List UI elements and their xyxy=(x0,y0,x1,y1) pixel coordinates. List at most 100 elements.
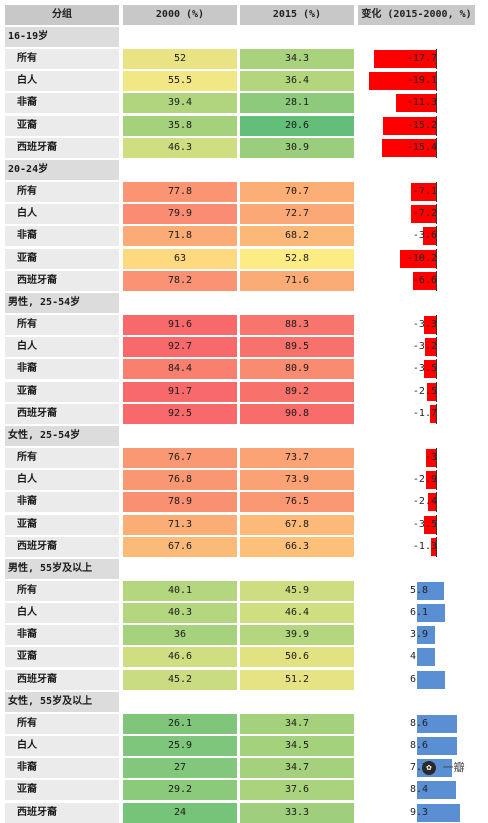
group-row: 16-19岁 xyxy=(5,27,475,47)
value-2015: 51.2 xyxy=(240,669,354,690)
change-value: 8.6 xyxy=(410,740,429,752)
zero-axis xyxy=(436,49,437,70)
zero-axis xyxy=(436,93,437,114)
value-2000: 26.1 xyxy=(123,713,237,734)
zero-axis xyxy=(436,71,437,92)
change-cell: -2.4 xyxy=(358,492,475,513)
header-change: 变化 (2015-2000, %) xyxy=(358,5,475,25)
row-label: 西班牙裔 xyxy=(5,669,119,690)
table-row: 亚裔 46.6 50.6 4 xyxy=(5,647,475,668)
value-2015: 71.6 xyxy=(240,270,354,291)
change-bar xyxy=(369,72,436,91)
group-row: 女性, 55岁及以上 xyxy=(5,691,475,712)
table-row: 亚裔 35.8 20.6 -15.2 xyxy=(5,115,475,136)
row-label: 所有 xyxy=(5,713,119,734)
value-2015: 37.6 xyxy=(240,780,354,801)
value-2000: 52 xyxy=(123,49,237,70)
zero-axis xyxy=(436,514,437,535)
table-row: 西班牙裔 92.5 90.8 -1.7 xyxy=(5,403,475,424)
value-2015: 73.7 xyxy=(240,448,354,469)
change-cell: -19.1 xyxy=(358,71,475,92)
row-label: 白人 xyxy=(5,337,119,358)
row-label: 非裔 xyxy=(5,359,119,380)
value-2015: 39.9 xyxy=(240,625,354,646)
value-2000: 29.2 xyxy=(123,780,237,801)
row-label: 所有 xyxy=(5,581,119,601)
table-row: 西班牙裔 67.6 66.3 -1.3 xyxy=(5,536,475,557)
zero-axis xyxy=(436,381,437,402)
change-bar xyxy=(417,648,436,667)
value-2000: 71.3 xyxy=(123,514,237,535)
change-cell: -3.2 xyxy=(358,337,475,358)
value-2000: 92.5 xyxy=(123,403,237,424)
change-value: 8.4 xyxy=(410,784,429,796)
change-cell: -17.7 xyxy=(358,49,475,70)
row-label: 非裔 xyxy=(5,93,119,114)
change-bar xyxy=(382,138,436,157)
table-row: 亚裔 91.7 89.2 -2.5 xyxy=(5,381,475,402)
group-label: 16-19岁 xyxy=(5,27,119,47)
value-2000: 45.2 xyxy=(123,669,237,690)
value-2015: 70.7 xyxy=(240,182,354,203)
zero-axis xyxy=(436,359,437,380)
group-label: 女性, 55岁及以上 xyxy=(5,691,119,712)
row-label: 西班牙裔 xyxy=(5,403,119,424)
zero-axis xyxy=(436,470,437,491)
value-2000: 79.9 xyxy=(123,204,237,225)
table-row: 西班牙裔 45.2 51.2 6 xyxy=(5,669,475,690)
zero-axis xyxy=(436,492,437,513)
value-2015: 34.3 xyxy=(240,49,354,70)
row-label: 白人 xyxy=(5,71,119,92)
zero-axis xyxy=(436,270,437,291)
value-2015: 34.7 xyxy=(240,758,354,779)
change-value: -1.3 xyxy=(412,540,437,552)
change-value: -3.2 xyxy=(412,341,437,353)
value-2015: 67.8 xyxy=(240,514,354,535)
table-row: 非裔 36 39.9 3.9 xyxy=(5,625,475,646)
change-value: -3.3 xyxy=(412,319,437,331)
change-cell: 8.6 xyxy=(358,736,475,757)
zero-axis xyxy=(436,448,437,469)
row-label: 所有 xyxy=(5,182,119,203)
change-bar xyxy=(412,271,436,290)
table-row: 所有 26.1 34.7 8.6 xyxy=(5,713,475,734)
value-2015: 76.5 xyxy=(240,492,354,513)
group-label: 男性, 55岁及以上 xyxy=(5,558,119,579)
row-label: 所有 xyxy=(5,315,119,336)
change-value: 4 xyxy=(410,651,417,663)
value-2000: 76.8 xyxy=(123,470,237,491)
table-row: 所有 40.1 45.9 5.8 xyxy=(5,581,475,601)
change-cell: -7.2 xyxy=(358,204,475,225)
change-cell: 4 xyxy=(358,647,475,668)
value-2000: 25.9 xyxy=(123,736,237,757)
change-value: 6 xyxy=(410,673,417,685)
value-2000: 36 xyxy=(123,625,237,646)
change-value: -2.9 xyxy=(412,474,437,486)
row-label: 白人 xyxy=(5,204,119,225)
table-row: 非裔 39.4 28.1 -11.3 xyxy=(5,93,475,114)
change-cell: -3.6 xyxy=(358,226,475,247)
value-2015: 36.4 xyxy=(240,71,354,92)
value-2000: 78.9 xyxy=(123,492,237,513)
change-value: -6.6 xyxy=(412,274,437,286)
change-value: -15.4 xyxy=(406,141,437,153)
value-2015: 52.8 xyxy=(240,248,354,269)
change-bar xyxy=(427,493,436,512)
row-label: 亚裔 xyxy=(5,248,119,269)
value-2000: 71.8 xyxy=(123,226,237,247)
change-value: -10.2 xyxy=(406,252,437,264)
row-label: 非裔 xyxy=(5,226,119,247)
value-2015: 68.2 xyxy=(240,226,354,247)
header-2000: 2000 (%) xyxy=(123,5,237,25)
group-row: 女性, 25-54岁 xyxy=(5,425,475,446)
change-cell: 8.4 xyxy=(358,780,475,801)
table-row: 白人 76.8 73.9 -2.9 xyxy=(5,470,475,491)
row-label: 亚裔 xyxy=(5,115,119,136)
change-cell: -7.1 xyxy=(358,182,475,203)
value-2000: 84.4 xyxy=(123,359,237,380)
change-bar xyxy=(417,737,457,756)
zero-axis xyxy=(436,403,437,424)
value-2000: 40.3 xyxy=(123,603,237,624)
row-label: 亚裔 xyxy=(5,780,119,801)
table-row: 非裔 71.8 68.2 -3.6 xyxy=(5,226,475,247)
